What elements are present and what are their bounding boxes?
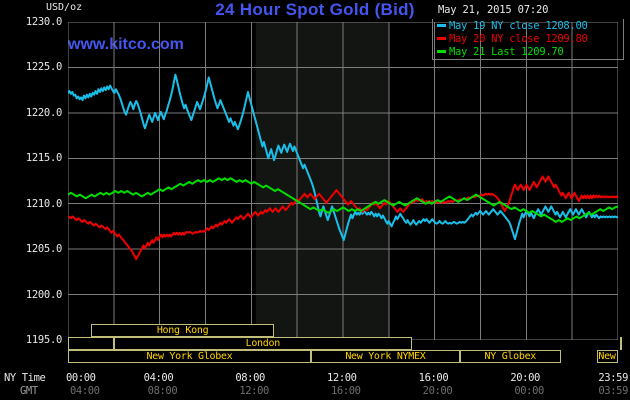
x-axis-gmt-tick-label: 08:00: [147, 385, 178, 397]
legend-item[interactable]: May 20 NY close 1209.80: [437, 33, 623, 46]
series-legend: May 19 NY close 1208.00 May 20 NY close 1…: [432, 19, 624, 60]
quote-timestamp: May 21, 2015 07:20: [438, 4, 549, 16]
y-axis-tick-label: 1220.0: [25, 106, 62, 119]
x-axis-ny-tick-label: 16:00: [418, 372, 449, 384]
legend-color-swatch-icon: [437, 23, 446, 27]
y-axis-tick-label: 1195.0: [25, 334, 62, 346]
y-axis-tick-label: 1225.0: [25, 61, 62, 74]
x-axis-gmt-tick-label: 12:00: [239, 385, 269, 397]
y-axis-tick-label: 1215.0: [25, 152, 62, 165]
y-axis-unit-label: USD/oz: [46, 2, 83, 13]
y-axis-tick-label: 1200.0: [25, 288, 62, 301]
x-axis-gmt-tick-label: 03:59: [598, 385, 628, 397]
y-axis-tick-label: 1230.0: [25, 16, 62, 28]
gmt-row-label: GMT: [20, 385, 38, 397]
kitco-watermark: www.kitco.com: [68, 36, 184, 53]
session-bar-segment: [68, 337, 114, 350]
legend-item[interactable]: May 19 NY close 1208.00: [437, 20, 623, 33]
legend-item-label: May 20 NY close 1209.80: [449, 33, 588, 45]
x-axis-ny-tick-label: 23:59: [598, 372, 628, 384]
x-axis-gmt-tick-label: 16:00: [331, 385, 361, 397]
ny-time-row-label: NY Time: [4, 372, 46, 384]
legend-color-swatch-icon: [437, 49, 446, 53]
legend-item-label: May 21 Last 1209.70: [449, 46, 564, 58]
legend-item[interactable]: May 21 Last 1209.70: [437, 46, 623, 59]
legend-item-label: May 19 NY close 1208.00: [449, 20, 588, 32]
session-bar: New York NYMEX: [310, 350, 460, 363]
x-axis-gmt-tick-label: 04:00: [70, 385, 100, 397]
y-axis-tick-label: 1205.0: [25, 243, 62, 256]
session-bar: New York Globex: [68, 350, 311, 363]
x-axis-ny-tick-label: 04:00: [143, 372, 174, 384]
x-axis-ny-tick-label: 20:00: [510, 372, 540, 384]
price-plot-area: [68, 22, 618, 340]
x-axis-gmt-tick-label: 20:00: [422, 385, 453, 397]
session-bar: Hong Kong: [90, 324, 275, 337]
session-bar: London: [113, 337, 412, 350]
x-axis-ny-tick-label: 00:00: [66, 372, 96, 384]
session-bar: NY Globex: [459, 350, 561, 363]
x-axis-ny-tick-label: 12:00: [327, 372, 357, 384]
legend-color-swatch-icon: [437, 36, 446, 40]
session-bar: Sydney: [620, 337, 623, 350]
x-axis-ny-tick-label: 08:00: [235, 372, 265, 384]
y-axis-tick-label: 1210.0: [25, 197, 62, 210]
x-axis-gmt-tick-label: 00:00: [514, 385, 544, 397]
session-bar: New York Globex: [597, 350, 618, 363]
page-title: 24 Hour Spot Gold (Bid): [215, 0, 415, 19]
price-chart-svg: [68, 22, 618, 340]
